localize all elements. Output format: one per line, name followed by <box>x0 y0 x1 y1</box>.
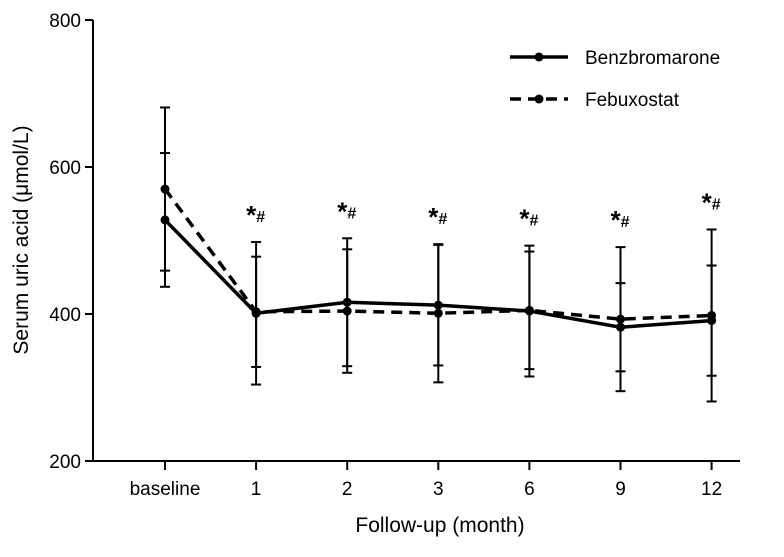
legend-label: Febuxostat <box>585 90 680 111</box>
y-axis-label: Serum uric acid (μmol/L) <box>10 125 33 354</box>
legend-label: Benzbromarone <box>585 48 720 69</box>
significance-annotations: *# *# *# *# *# *# <box>246 187 721 235</box>
legend: Benzbromarone Febuxostat <box>510 48 720 111</box>
data-point <box>160 184 170 194</box>
significance-marker: *# <box>246 200 265 230</box>
significance-marker: *# <box>337 196 356 226</box>
y-tick-label: 600 <box>49 158 81 179</box>
legend-marker <box>534 52 544 62</box>
data-point <box>616 314 625 324</box>
x-tick-label: 6 <box>524 479 535 500</box>
significance-marker: *# <box>702 187 721 217</box>
error-bars <box>160 106 717 403</box>
data-point <box>616 322 625 332</box>
y-tick-label: 400 <box>49 305 81 326</box>
y-tick-label: 800 <box>49 11 81 32</box>
data-point <box>160 215 170 225</box>
x-tick-label: 12 <box>701 479 722 500</box>
x-tick-label: 1 <box>251 479 262 500</box>
data-point <box>433 308 443 318</box>
significance-marker: *# <box>428 202 447 232</box>
legend-marker <box>534 94 544 104</box>
x-tick-label: baseline <box>130 479 201 500</box>
data-point <box>342 306 352 316</box>
significance-marker: *# <box>611 205 630 235</box>
x-tick-label: 3 <box>433 479 444 500</box>
x-tick-label: 9 <box>615 479 626 500</box>
x-tick-label: 2 <box>342 479 353 500</box>
y-tick-label: 200 <box>49 452 81 473</box>
x-axis-label: Follow-up (month) <box>355 514 524 537</box>
data-point <box>251 307 261 317</box>
data-point <box>342 297 352 307</box>
data-point <box>707 310 717 320</box>
data-point <box>524 305 534 315</box>
data-point <box>433 300 443 310</box>
significance-marker: *# <box>519 204 538 234</box>
series-lines <box>160 184 717 332</box>
